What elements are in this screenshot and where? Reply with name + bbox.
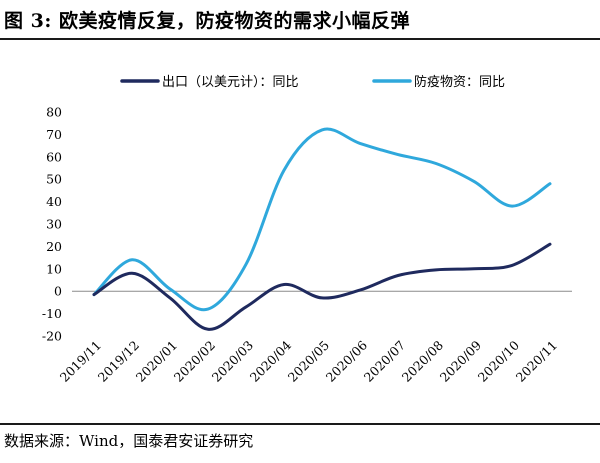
y-tick-label: 80 bbox=[46, 105, 62, 120]
x-axis: 2019/112019/122020/012020/022020/032020/… bbox=[57, 290, 572, 385]
y-tick-label: 40 bbox=[46, 194, 62, 209]
y-tick-label: 20 bbox=[46, 239, 62, 254]
y-tick-label: -20 bbox=[42, 329, 62, 344]
y-tick-label: 70 bbox=[46, 127, 62, 142]
y-tick-label: 30 bbox=[46, 217, 62, 232]
y-tick-label: 10 bbox=[46, 261, 62, 276]
y-tick-label: 60 bbox=[46, 149, 62, 164]
legend-label: 防疫物资：同比 bbox=[414, 74, 505, 90]
legend: 出口（以美元计）：同比 防疫物资：同比 bbox=[120, 74, 505, 90]
y-tick-label: 50 bbox=[46, 172, 62, 187]
series-lines bbox=[92, 127, 552, 331]
series-line-1 bbox=[92, 127, 552, 312]
x-tick-label: 2020/11 bbox=[513, 338, 560, 385]
title-rule bbox=[0, 38, 600, 40]
legend-label: 出口（以美元计）：同比 bbox=[162, 75, 299, 90]
y-tick-label: 0 bbox=[54, 284, 62, 299]
figure-title: 图 3: 欧美疫情反复，防疫物资的需求小幅反弹 bbox=[4, 10, 410, 32]
series-line-0 bbox=[92, 242, 552, 331]
line-chart: 出口（以美元计）：同比 防疫物资：同比 80 70 60 50 40 30 20 10 0 -10 -… bbox=[42, 74, 572, 385]
source-rule bbox=[0, 423, 600, 425]
y-tick-label: -10 bbox=[42, 306, 62, 321]
y-axis: 80 70 60 50 40 30 20 10 0 -10 -20 bbox=[42, 105, 62, 344]
source-note: 数据来源：Wind，国泰君安证券研究 bbox=[4, 432, 254, 450]
